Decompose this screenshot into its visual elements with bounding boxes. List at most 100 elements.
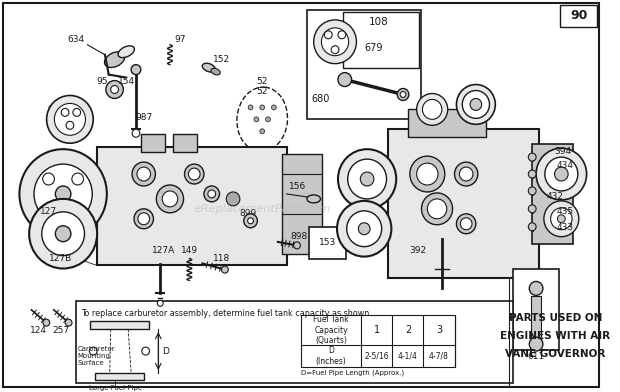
Circle shape <box>260 105 265 110</box>
Text: 680: 680 <box>311 94 330 104</box>
Circle shape <box>247 218 254 224</box>
Circle shape <box>61 109 69 116</box>
Bar <box>76 301 513 383</box>
Circle shape <box>544 201 579 237</box>
Circle shape <box>422 193 453 225</box>
Bar <box>532 144 573 244</box>
Circle shape <box>272 105 277 110</box>
Circle shape <box>528 205 536 213</box>
Ellipse shape <box>211 68 220 75</box>
Text: 149: 149 <box>181 246 198 255</box>
Text: 257: 257 <box>53 326 69 335</box>
Circle shape <box>89 347 97 355</box>
Circle shape <box>338 73 352 87</box>
Text: 108: 108 <box>369 17 389 27</box>
Circle shape <box>185 164 204 184</box>
Circle shape <box>55 103 86 135</box>
Text: 435: 435 <box>557 207 574 216</box>
Circle shape <box>142 347 149 355</box>
Circle shape <box>188 168 200 180</box>
Circle shape <box>66 122 74 129</box>
Text: 97: 97 <box>174 35 185 44</box>
Circle shape <box>545 157 578 191</box>
Circle shape <box>338 149 396 209</box>
Circle shape <box>358 223 370 235</box>
Circle shape <box>221 266 228 273</box>
Bar <box>95 373 144 380</box>
Bar <box>408 109 485 137</box>
Ellipse shape <box>118 46 135 58</box>
Text: D: D <box>162 347 169 356</box>
Circle shape <box>132 129 140 137</box>
Circle shape <box>454 162 478 186</box>
Circle shape <box>528 153 536 161</box>
Circle shape <box>65 319 72 326</box>
Circle shape <box>254 117 259 122</box>
Circle shape <box>536 148 587 200</box>
Polygon shape <box>103 329 136 373</box>
Text: VANE GOVERNOR: VANE GOVERNOR <box>505 349 606 359</box>
Circle shape <box>551 208 572 230</box>
Text: 899: 899 <box>239 209 256 218</box>
Text: 392: 392 <box>409 246 426 255</box>
Bar <box>560 5 597 27</box>
Circle shape <box>417 163 438 185</box>
Circle shape <box>456 85 495 124</box>
Text: Fuel Tank
Capacity
(Quarts): Fuel Tank Capacity (Quarts) <box>313 315 349 345</box>
Bar <box>141 134 165 152</box>
Circle shape <box>294 242 301 249</box>
Text: 394: 394 <box>555 147 572 156</box>
Circle shape <box>156 185 184 213</box>
Text: 2: 2 <box>405 325 411 335</box>
Circle shape <box>528 187 536 195</box>
Circle shape <box>314 20 356 64</box>
Bar <box>307 10 422 119</box>
Circle shape <box>529 281 543 295</box>
Text: 124: 124 <box>30 326 47 335</box>
Ellipse shape <box>237 87 288 152</box>
Text: 152: 152 <box>213 55 230 64</box>
Text: 90: 90 <box>570 9 588 22</box>
Circle shape <box>347 211 382 247</box>
Text: 3: 3 <box>436 325 442 335</box>
Circle shape <box>265 117 270 122</box>
Text: 4-1/4: 4-1/4 <box>398 352 418 361</box>
Circle shape <box>208 190 216 198</box>
Bar <box>301 315 454 367</box>
Text: 1: 1 <box>374 325 380 335</box>
Text: 611: 611 <box>528 352 545 361</box>
Circle shape <box>557 215 565 223</box>
Text: 2-5/16: 2-5/16 <box>365 352 389 361</box>
Circle shape <box>529 337 543 351</box>
Circle shape <box>338 31 346 39</box>
Bar <box>97 147 286 265</box>
Text: PARTS USED ON: PARTS USED ON <box>509 313 602 323</box>
Circle shape <box>244 214 257 228</box>
Circle shape <box>132 162 156 186</box>
Circle shape <box>55 226 71 241</box>
Circle shape <box>470 98 482 111</box>
Circle shape <box>397 89 409 100</box>
Circle shape <box>456 214 476 234</box>
Circle shape <box>204 186 219 202</box>
Circle shape <box>528 170 536 178</box>
Circle shape <box>46 96 93 143</box>
Circle shape <box>42 212 84 256</box>
Circle shape <box>337 201 391 257</box>
Ellipse shape <box>307 195 321 203</box>
Text: 95: 95 <box>96 77 108 86</box>
Text: 118: 118 <box>213 254 230 263</box>
Circle shape <box>400 91 406 98</box>
Circle shape <box>131 65 141 74</box>
Ellipse shape <box>105 52 125 67</box>
Circle shape <box>459 167 473 181</box>
Bar <box>389 129 539 278</box>
Circle shape <box>417 93 448 125</box>
Circle shape <box>348 159 386 199</box>
Bar <box>173 134 197 152</box>
Circle shape <box>106 80 123 98</box>
Text: 987: 987 <box>135 113 153 122</box>
Text: 433: 433 <box>557 223 574 232</box>
Circle shape <box>460 218 472 230</box>
Circle shape <box>260 129 265 134</box>
